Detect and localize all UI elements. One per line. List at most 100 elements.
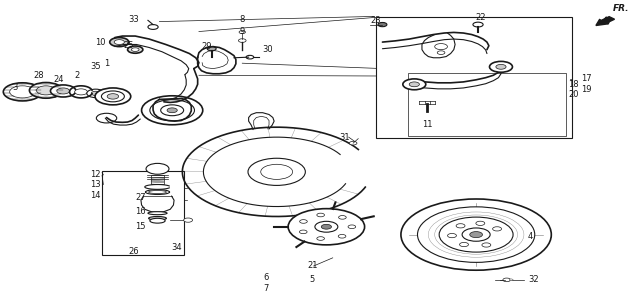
Text: 14: 14 bbox=[90, 192, 101, 200]
Circle shape bbox=[401, 199, 551, 270]
Circle shape bbox=[435, 43, 447, 50]
Circle shape bbox=[109, 38, 129, 47]
Bar bbox=[408, 73, 566, 136]
Circle shape bbox=[127, 46, 143, 53]
Circle shape bbox=[509, 279, 513, 281]
Circle shape bbox=[348, 225, 356, 229]
Circle shape bbox=[114, 40, 124, 44]
Circle shape bbox=[456, 224, 465, 228]
Circle shape bbox=[473, 22, 483, 27]
Circle shape bbox=[403, 79, 426, 90]
Ellipse shape bbox=[150, 218, 165, 223]
Text: 13: 13 bbox=[90, 180, 101, 189]
Circle shape bbox=[460, 242, 468, 247]
Circle shape bbox=[482, 243, 491, 247]
Circle shape bbox=[87, 89, 104, 98]
Text: 32: 32 bbox=[528, 275, 539, 284]
Circle shape bbox=[150, 100, 195, 121]
Circle shape bbox=[95, 88, 131, 105]
Text: 22: 22 bbox=[476, 13, 486, 22]
Bar bbox=[376, 17, 572, 138]
Circle shape bbox=[496, 64, 506, 69]
Circle shape bbox=[300, 220, 307, 223]
Text: 21: 21 bbox=[307, 262, 317, 271]
Text: 2: 2 bbox=[74, 71, 79, 80]
Text: 9: 9 bbox=[239, 27, 245, 36]
Ellipse shape bbox=[148, 191, 166, 194]
Ellipse shape bbox=[145, 190, 170, 195]
Circle shape bbox=[321, 224, 332, 229]
Circle shape bbox=[317, 237, 324, 240]
Circle shape bbox=[288, 209, 365, 245]
Text: 31: 31 bbox=[339, 132, 349, 142]
Circle shape bbox=[29, 83, 63, 98]
Text: 10: 10 bbox=[95, 38, 106, 47]
Circle shape bbox=[315, 221, 338, 232]
Text: 26: 26 bbox=[129, 247, 140, 256]
Circle shape bbox=[248, 158, 305, 185]
Circle shape bbox=[92, 91, 100, 95]
Bar bbox=[102, 171, 184, 255]
Text: 28: 28 bbox=[33, 71, 44, 80]
Circle shape bbox=[439, 217, 513, 252]
Text: 16: 16 bbox=[135, 207, 146, 215]
Text: 27: 27 bbox=[135, 193, 146, 202]
Text: 7: 7 bbox=[263, 284, 269, 293]
Circle shape bbox=[146, 163, 169, 174]
Text: 15: 15 bbox=[135, 222, 145, 231]
Text: 6: 6 bbox=[263, 273, 269, 282]
Circle shape bbox=[239, 39, 246, 42]
Circle shape bbox=[409, 82, 419, 87]
Ellipse shape bbox=[148, 212, 167, 215]
Text: 4: 4 bbox=[527, 232, 533, 241]
Circle shape bbox=[490, 62, 513, 72]
Circle shape bbox=[148, 24, 158, 29]
Text: 17: 17 bbox=[581, 74, 591, 84]
Circle shape bbox=[141, 96, 203, 125]
Circle shape bbox=[75, 89, 88, 95]
Circle shape bbox=[207, 47, 216, 51]
Text: 35: 35 bbox=[90, 62, 101, 71]
Circle shape bbox=[260, 164, 292, 179]
Text: 1: 1 bbox=[104, 59, 109, 68]
Circle shape bbox=[10, 86, 35, 98]
Text: 19: 19 bbox=[581, 85, 591, 94]
Circle shape bbox=[470, 232, 483, 238]
FancyArrow shape bbox=[596, 17, 614, 25]
Circle shape bbox=[57, 88, 70, 94]
Circle shape bbox=[317, 213, 324, 217]
Circle shape bbox=[349, 141, 357, 145]
Bar bbox=[151, 175, 164, 184]
Text: 3: 3 bbox=[13, 83, 18, 92]
Circle shape bbox=[493, 227, 502, 231]
Text: 34: 34 bbox=[172, 243, 182, 252]
Text: FR.: FR. bbox=[613, 3, 630, 13]
Circle shape bbox=[161, 105, 184, 116]
Circle shape bbox=[101, 91, 124, 102]
Circle shape bbox=[184, 218, 193, 222]
Circle shape bbox=[447, 233, 456, 238]
Text: 12: 12 bbox=[90, 170, 101, 179]
Text: 30: 30 bbox=[262, 45, 273, 54]
Text: 33: 33 bbox=[129, 15, 140, 24]
Text: 20: 20 bbox=[568, 90, 579, 99]
Text: 25: 25 bbox=[124, 41, 134, 50]
Circle shape bbox=[462, 228, 490, 241]
Circle shape bbox=[3, 83, 42, 101]
Circle shape bbox=[239, 31, 246, 34]
Circle shape bbox=[51, 85, 76, 97]
Circle shape bbox=[167, 108, 177, 113]
Text: 23: 23 bbox=[371, 17, 381, 25]
Circle shape bbox=[300, 230, 307, 234]
Text: 24: 24 bbox=[54, 75, 64, 84]
Circle shape bbox=[378, 22, 387, 27]
Circle shape bbox=[36, 86, 56, 95]
Circle shape bbox=[476, 221, 484, 226]
Text: 11: 11 bbox=[422, 120, 432, 129]
Circle shape bbox=[97, 113, 116, 123]
Circle shape bbox=[437, 51, 445, 54]
Text: 18: 18 bbox=[568, 80, 579, 89]
Text: 8: 8 bbox=[239, 15, 245, 24]
Circle shape bbox=[339, 215, 346, 219]
Circle shape bbox=[107, 94, 118, 99]
